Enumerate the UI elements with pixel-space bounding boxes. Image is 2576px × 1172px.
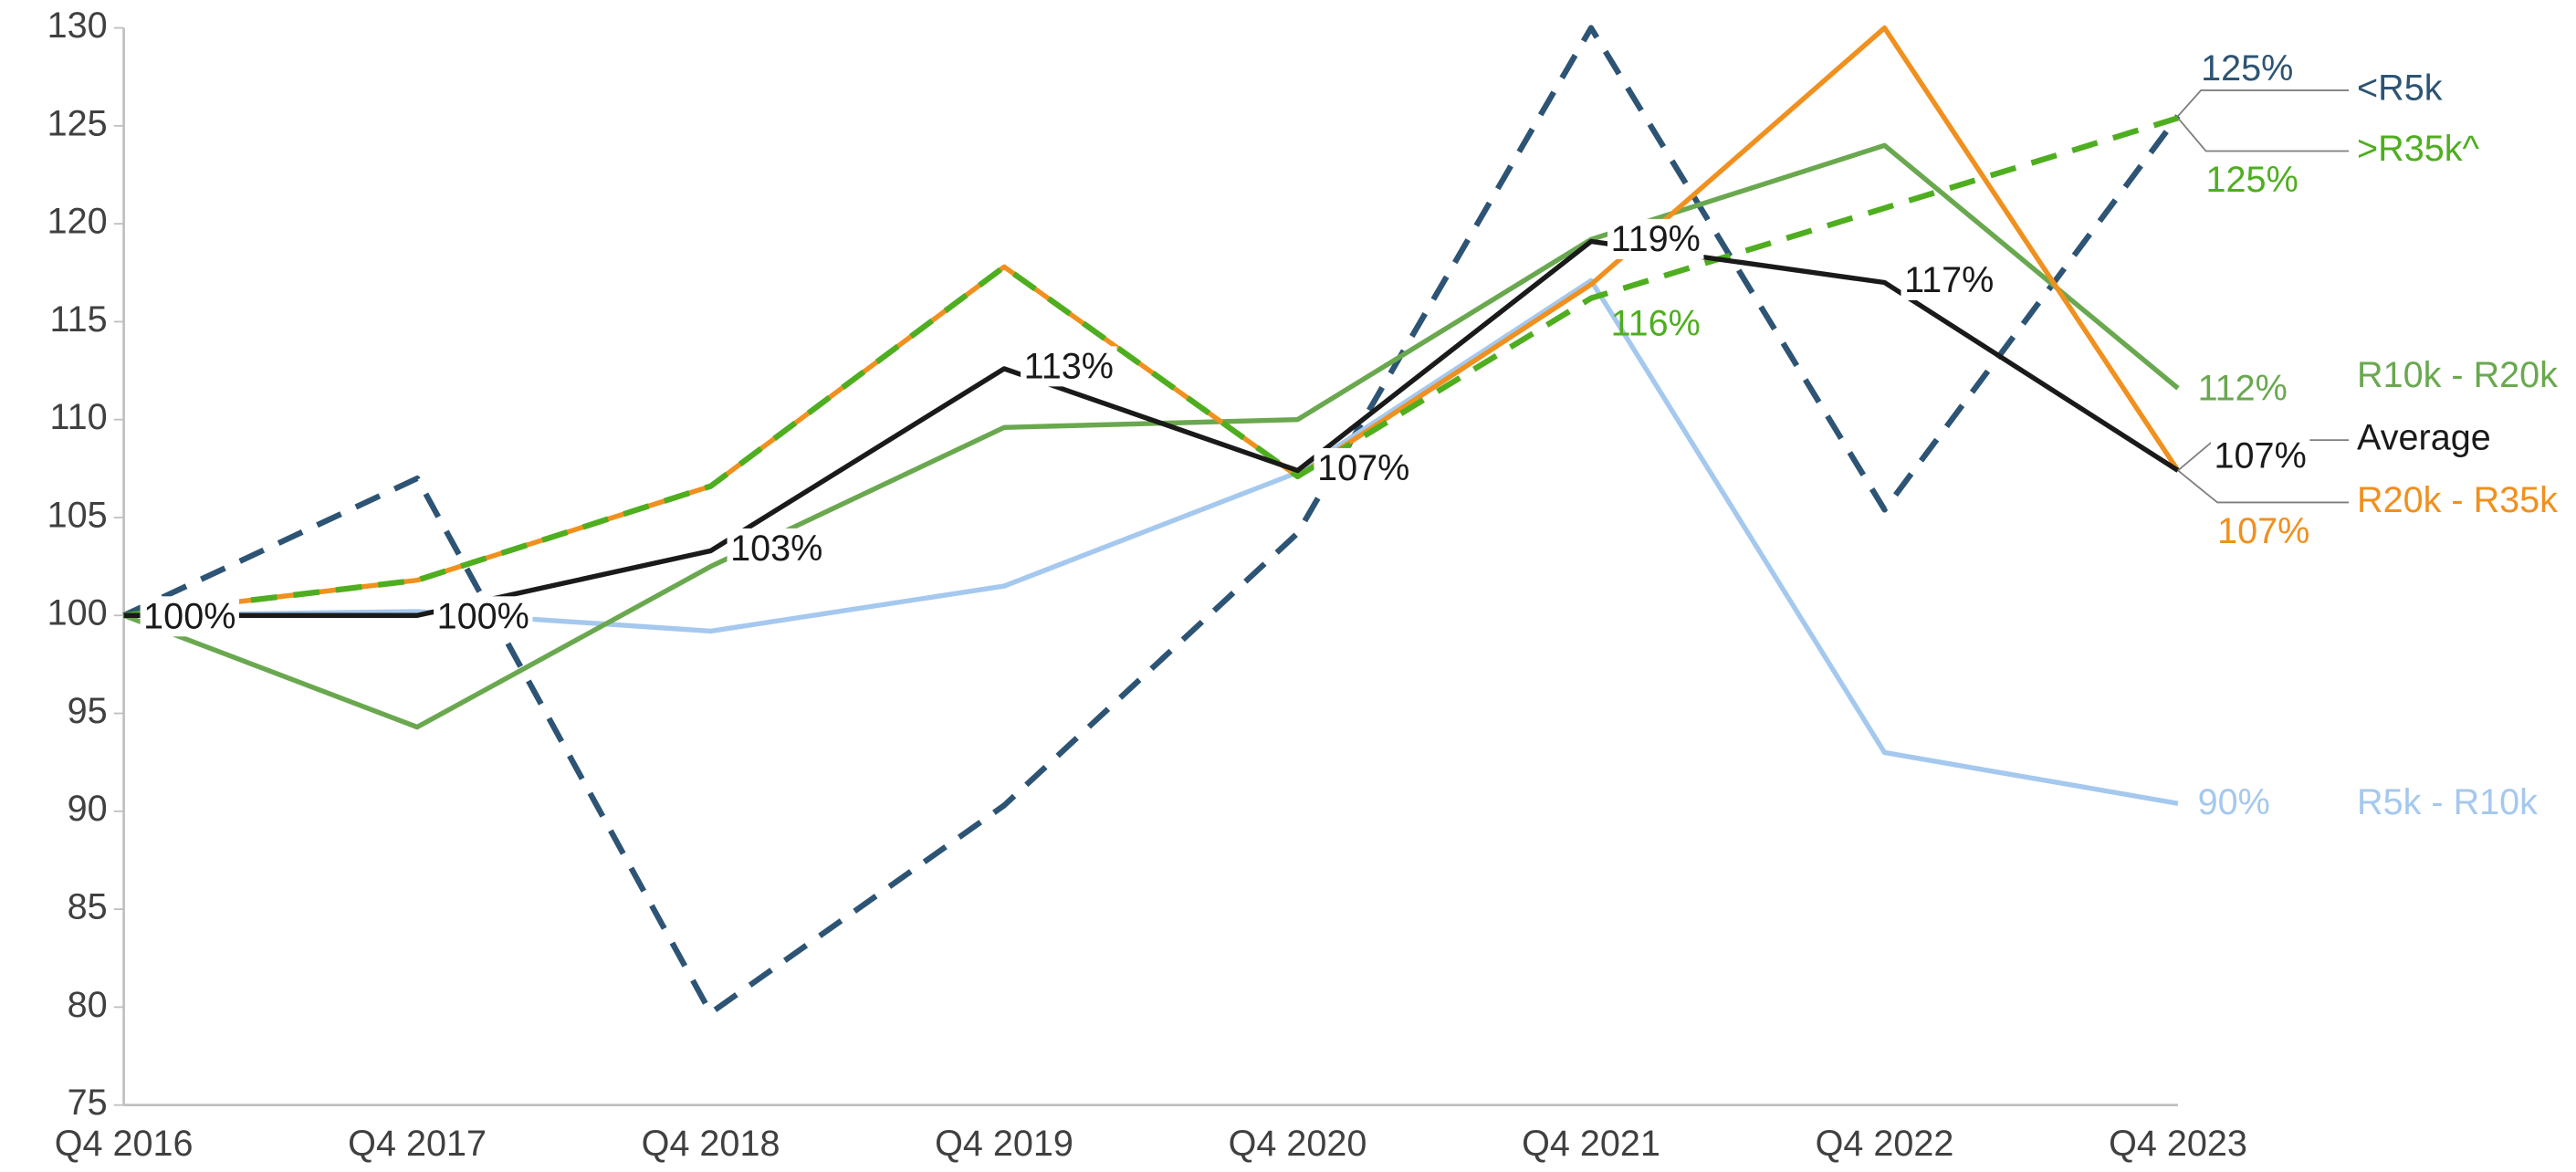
y-tick-label: 110 <box>50 397 108 437</box>
data-label-group: 90% <box>2198 782 2270 822</box>
data-label: 107% <box>1317 448 1409 488</box>
data-label: 90% <box>2198 782 2270 822</box>
y-tick-label: 115 <box>50 299 108 340</box>
legend-label: R10k - R20k <box>2357 355 2558 395</box>
data-label: 112% <box>2198 369 2288 409</box>
y-tick-label: 120 <box>47 202 108 242</box>
y-tick-label: 90 <box>68 789 108 829</box>
data-label: 119% <box>1611 219 1701 259</box>
data-label-bg <box>1901 259 1997 300</box>
legend-label: Average <box>2357 418 2491 458</box>
x-tick-label: Q4 2017 <box>348 1124 487 1164</box>
data-label-group: 107% <box>1314 447 1413 488</box>
legend-label: R20k - R35k <box>2357 480 2558 520</box>
y-tick-label: 130 <box>47 5 108 46</box>
y-tick-label: 85 <box>68 887 108 927</box>
x-tick-label: Q4 2020 <box>1229 1124 1367 1164</box>
series-line <box>123 238 2180 618</box>
data-label-bg <box>434 596 533 637</box>
data-label-group: 107% <box>2210 435 2310 476</box>
legend-label: R5k - R10k <box>2357 782 2538 822</box>
data-label-bg <box>140 596 239 637</box>
x-tick-label: Q4 2019 <box>935 1124 1073 1164</box>
leader-line <box>2177 89 2350 117</box>
y-tick-label: 100 <box>47 593 108 633</box>
data-label: 103% <box>730 528 822 569</box>
data-label: 107% <box>2215 435 2307 476</box>
y-tick-label: 95 <box>68 691 108 731</box>
data-label-group: 113% <box>1021 346 1117 387</box>
x-tick-label: Q4 2022 <box>1816 1124 1954 1164</box>
data-label-bg <box>1314 447 1413 488</box>
data-label-bg <box>1021 346 1117 387</box>
data-label: 113% <box>1024 346 1114 386</box>
data-label-bg <box>727 528 826 569</box>
data-label: 117% <box>1904 260 1994 300</box>
series-line <box>122 142 2180 730</box>
series-line <box>123 115 2179 619</box>
data-label: 116% <box>1611 304 1701 344</box>
data-label-bg <box>2210 435 2310 476</box>
y-tick-label: 105 <box>47 495 108 535</box>
data-label-group: 103% <box>727 528 826 569</box>
data-label-group: 100% <box>434 596 533 637</box>
data-label-group: 125% <box>2206 160 2299 200</box>
data-label-group: 107% <box>2217 511 2309 551</box>
data-label-bg <box>1607 218 1704 259</box>
x-tick-label: Q4 2021 <box>1522 1124 1660 1164</box>
legend-label: >R35k^ <box>2357 129 2479 169</box>
data-label-group: 100% <box>140 596 239 637</box>
legend-label: <R5k <box>2357 68 2443 108</box>
leader-line <box>2177 117 2350 152</box>
y-tick-label: 80 <box>68 985 108 1025</box>
data-label: 125% <box>2201 48 2293 89</box>
data-label-group: 125% <box>2201 48 2293 89</box>
data-label-group: 119% <box>1607 218 1704 259</box>
y-tick-label: 75 <box>68 1083 108 1123</box>
x-tick-label: Q4 2023 <box>2109 1124 2247 1164</box>
data-label-group: 117% <box>1901 259 1997 300</box>
series-line <box>122 25 2181 1016</box>
x-tick-label: Q4 2018 <box>642 1124 780 1164</box>
data-label-group: 116% <box>1611 304 1701 344</box>
data-label-group: 112% <box>2198 369 2288 409</box>
leader-line <box>2177 469 2350 504</box>
data-label: 107% <box>2217 511 2309 551</box>
series-line <box>123 277 2179 806</box>
y-tick-label: 125 <box>47 103 108 143</box>
data-label: 125% <box>2206 160 2299 200</box>
data-label: 100% <box>437 596 529 636</box>
x-tick-label: Q4 2016 <box>55 1124 194 1164</box>
data-label: 100% <box>143 596 236 636</box>
